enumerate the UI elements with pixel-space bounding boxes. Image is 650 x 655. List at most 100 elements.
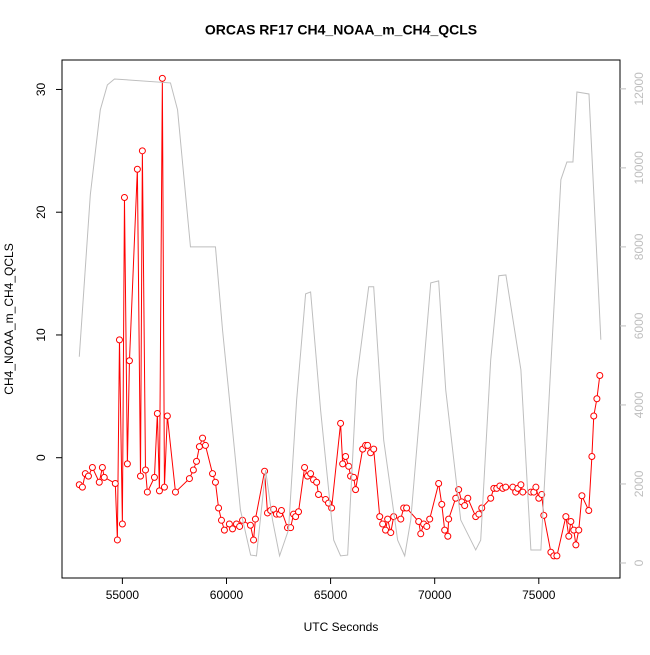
plot-frame (61, 59, 621, 579)
x-tick-label: 75000 (522, 588, 556, 602)
point (426, 515, 434, 523)
point (209, 470, 217, 478)
point (596, 371, 604, 379)
point (98, 464, 106, 472)
point (478, 504, 486, 512)
point (95, 478, 103, 486)
point (565, 532, 573, 540)
point (217, 516, 225, 524)
point (277, 506, 285, 514)
point (593, 395, 601, 403)
point (88, 464, 96, 472)
y2-tick-label: 8000 (632, 233, 646, 260)
point (590, 412, 598, 420)
point (115, 336, 123, 344)
y-axis-label: CH4_NOAA_m_CH4_QCLS (2, 243, 16, 394)
point (111, 479, 119, 487)
point (441, 526, 449, 534)
point (567, 518, 575, 526)
x-tick-label: 65000 (314, 588, 348, 602)
point (435, 479, 443, 487)
y2-tick-label: 0 (632, 559, 646, 566)
point (143, 488, 151, 496)
point (444, 532, 452, 540)
point (250, 536, 258, 544)
point (211, 478, 219, 486)
point (461, 502, 469, 510)
point (578, 492, 586, 500)
point (155, 487, 163, 495)
point (519, 488, 527, 496)
point (113, 536, 121, 544)
point (84, 472, 92, 480)
chart-title: ORCAS RF17 CH4_NOAA_m_CH4_QCLS (205, 22, 477, 38)
y-tick-label: 0 (34, 454, 48, 461)
point (364, 441, 372, 449)
point (487, 494, 495, 502)
point (201, 441, 209, 449)
x-tick-label: 55000 (106, 588, 140, 602)
point (236, 522, 244, 530)
point (100, 473, 108, 481)
point (452, 494, 460, 502)
point (246, 521, 254, 529)
point (342, 452, 350, 460)
point (120, 193, 128, 201)
point (153, 410, 161, 418)
x-tick-label: 60000 (210, 588, 244, 602)
point (464, 494, 472, 502)
point (575, 526, 583, 534)
point (376, 513, 384, 521)
point (328, 504, 336, 512)
point (118, 520, 126, 528)
point (387, 529, 395, 537)
point (171, 488, 179, 496)
point (220, 526, 228, 534)
y-tick-label: 20 (34, 205, 48, 219)
point (438, 500, 446, 508)
y2-tick-label: 6000 (632, 312, 646, 339)
point (78, 483, 86, 491)
y2-tick-label: 12000 (632, 72, 646, 106)
point (423, 522, 431, 530)
point (403, 504, 411, 512)
point (345, 462, 353, 470)
point (199, 434, 207, 442)
y2-tick-label: 2000 (632, 470, 646, 497)
point (445, 515, 453, 523)
point (517, 481, 525, 489)
point (572, 541, 580, 549)
point (215, 504, 223, 512)
point (138, 147, 146, 155)
point (141, 466, 149, 474)
point (150, 473, 158, 481)
point (163, 412, 171, 420)
y2-tick-label: 10000 (632, 151, 646, 185)
point (588, 452, 596, 460)
x-axis-label: UTC Seconds (304, 620, 379, 634)
point (379, 520, 387, 528)
point (225, 520, 233, 528)
point (337, 419, 345, 427)
point (502, 483, 510, 491)
point (307, 470, 315, 478)
point (189, 466, 197, 474)
point (261, 467, 269, 475)
point (136, 472, 144, 480)
point (295, 508, 303, 516)
point (540, 511, 548, 519)
point (313, 478, 321, 486)
point (195, 443, 203, 451)
point (315, 491, 323, 499)
y2-tick-label: 4000 (632, 391, 646, 418)
series-line (78, 78, 602, 558)
x-tick-label: 70000 (418, 588, 452, 602)
point (397, 515, 405, 523)
point (370, 445, 378, 453)
point (562, 513, 570, 521)
point (193, 457, 201, 465)
point (339, 460, 347, 468)
point (158, 74, 166, 82)
